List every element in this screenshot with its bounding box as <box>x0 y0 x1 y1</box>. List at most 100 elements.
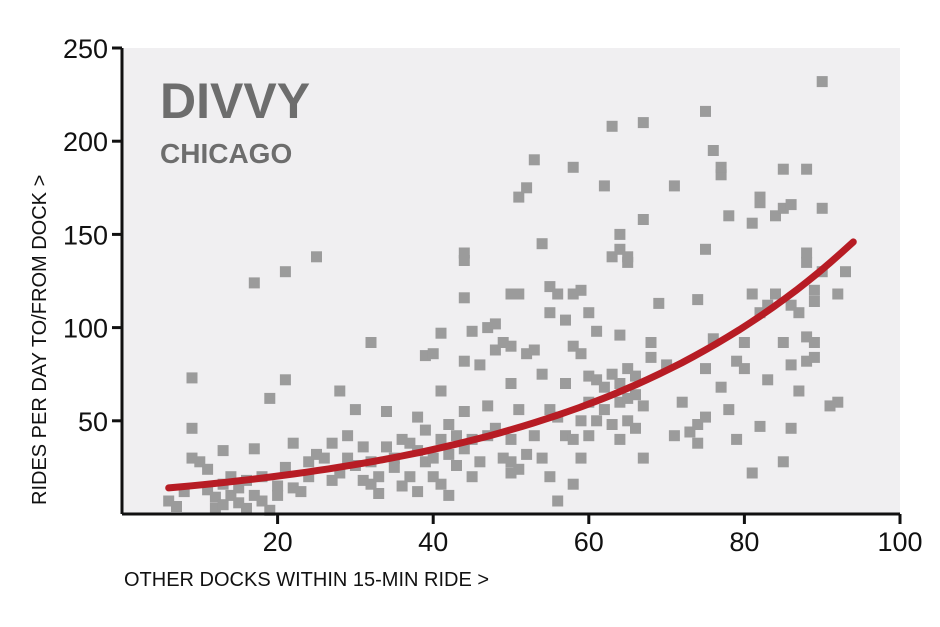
data-point <box>279 374 291 386</box>
data-point <box>225 471 237 483</box>
data-point <box>412 411 424 423</box>
data-point <box>287 482 299 494</box>
data-point <box>163 495 175 507</box>
data-point <box>630 370 641 382</box>
data-point <box>451 430 462 442</box>
chart-title: DIVVY <box>160 73 310 129</box>
data-point <box>591 374 603 386</box>
data-point <box>404 437 416 449</box>
data-point <box>186 372 198 384</box>
data-point <box>575 284 587 296</box>
data-point <box>606 368 618 380</box>
data-point <box>832 288 844 300</box>
data-point <box>692 294 704 306</box>
data-point <box>606 120 618 132</box>
data-point <box>591 415 603 427</box>
data-point <box>567 288 579 300</box>
data-point <box>209 491 221 503</box>
x-tick-label: 20 <box>263 527 293 557</box>
data-point <box>707 333 719 345</box>
data-point <box>801 163 813 175</box>
data-point <box>606 419 618 430</box>
x-tick-label: 40 <box>418 527 448 557</box>
y-tick-label: 50 <box>78 407 108 437</box>
data-point <box>824 400 836 412</box>
data-point <box>443 448 455 460</box>
data-point <box>521 448 533 460</box>
data-point <box>381 406 392 417</box>
data-point <box>412 486 424 498</box>
data-point <box>746 467 758 479</box>
data-point <box>427 452 439 464</box>
data-point <box>614 396 626 408</box>
data-point <box>637 117 649 129</box>
data-points <box>163 76 851 516</box>
data-point <box>614 378 626 389</box>
data-point <box>785 422 797 434</box>
data-point <box>801 256 813 268</box>
data-point <box>777 202 789 214</box>
data-point <box>311 448 322 460</box>
data-point <box>466 471 478 483</box>
data-point <box>482 322 494 334</box>
data-point <box>746 288 758 300</box>
data-point <box>505 467 517 479</box>
data-point <box>474 456 486 468</box>
data-point <box>419 456 431 468</box>
data-point <box>482 400 494 412</box>
data-point <box>622 415 634 427</box>
data-point <box>202 484 214 496</box>
data-point <box>458 247 470 259</box>
data-point <box>793 307 805 319</box>
data-point <box>505 288 517 300</box>
data-point <box>808 337 820 348</box>
data-point <box>489 318 501 330</box>
data-point <box>785 299 797 311</box>
data-point <box>279 461 291 473</box>
data-point <box>707 145 719 156</box>
data-point <box>381 441 392 453</box>
data-point <box>451 460 462 471</box>
data-point <box>427 348 439 360</box>
data-point <box>256 495 268 507</box>
data-point <box>614 329 626 341</box>
data-point <box>505 340 517 352</box>
data-point <box>777 163 789 175</box>
data-point <box>373 471 385 483</box>
data-point <box>419 424 431 436</box>
data-point <box>731 355 743 367</box>
x-axis-label: OTHER DOCKS WITHIN 15-MIN RIDE > <box>124 569 489 591</box>
data-point <box>178 486 190 498</box>
data-point <box>458 255 470 266</box>
data-point <box>700 243 711 255</box>
data-point <box>801 247 813 259</box>
data-point <box>342 430 354 442</box>
data-point <box>217 445 229 457</box>
data-point <box>497 452 509 464</box>
data-point <box>567 161 579 173</box>
data-point <box>637 452 649 464</box>
trend-line <box>165 238 857 492</box>
data-point <box>536 238 548 250</box>
data-point <box>521 348 533 360</box>
y-tick-label: 150 <box>63 220 108 250</box>
data-point <box>396 433 408 445</box>
data-point <box>458 355 470 367</box>
data-point <box>458 406 470 417</box>
data-point <box>505 378 517 389</box>
data-point <box>832 396 844 408</box>
data-point <box>427 471 439 483</box>
data-point <box>762 374 774 386</box>
data-point <box>808 296 820 307</box>
data-point <box>785 359 797 371</box>
data-point <box>645 337 657 348</box>
data-point <box>349 404 361 416</box>
data-point <box>770 210 781 222</box>
data-point <box>723 210 735 222</box>
data-point <box>622 363 634 375</box>
data-point <box>560 430 571 442</box>
data-point <box>295 486 307 498</box>
data-point <box>264 392 276 404</box>
data-point <box>622 251 634 263</box>
data-point <box>209 502 221 514</box>
